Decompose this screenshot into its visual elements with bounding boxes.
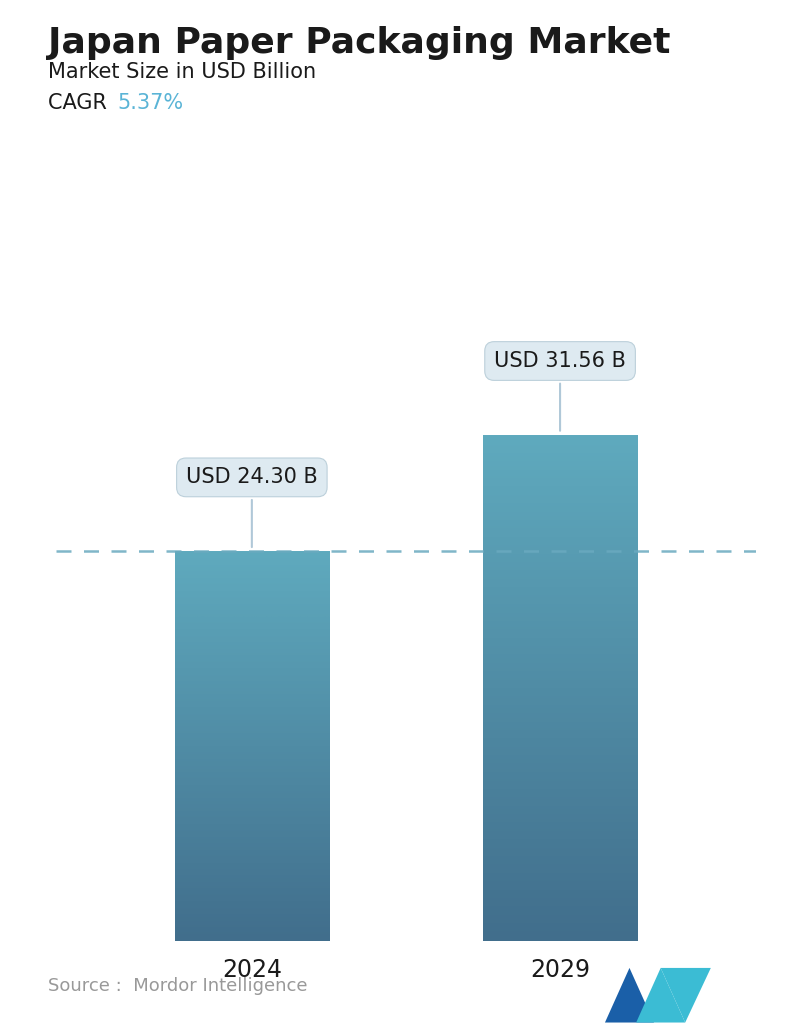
Text: Market Size in USD Billion: Market Size in USD Billion bbox=[48, 62, 316, 82]
Polygon shape bbox=[661, 968, 711, 1023]
Text: Source :  Mordor Intelligence: Source : Mordor Intelligence bbox=[48, 977, 307, 995]
Text: Japan Paper Packaging Market: Japan Paper Packaging Market bbox=[48, 26, 670, 60]
Polygon shape bbox=[605, 968, 654, 1023]
Polygon shape bbox=[636, 968, 685, 1023]
Text: 5.37%: 5.37% bbox=[118, 93, 184, 113]
Text: USD 24.30 B: USD 24.30 B bbox=[186, 467, 318, 547]
Text: USD 31.56 B: USD 31.56 B bbox=[494, 351, 626, 431]
Text: CAGR: CAGR bbox=[48, 93, 120, 113]
